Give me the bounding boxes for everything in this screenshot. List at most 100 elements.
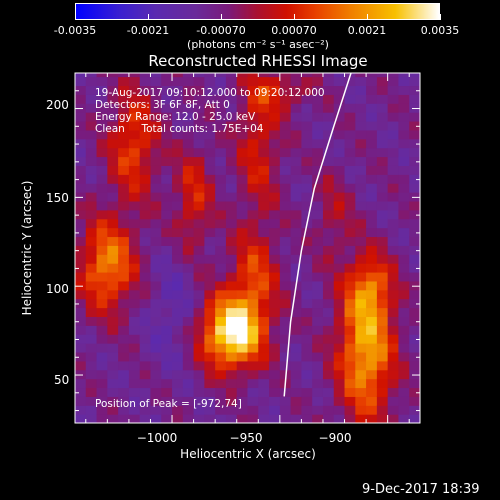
heatmap-cell bbox=[269, 396, 281, 406]
heatmap-cell bbox=[366, 103, 378, 113]
heatmap-cell bbox=[236, 343, 249, 353]
heatmap-cell bbox=[204, 94, 216, 104]
heatmap-cell bbox=[344, 200, 356, 211]
heatmap-cell bbox=[128, 174, 141, 184]
heatmap-cell bbox=[182, 351, 195, 362]
heatmap-cell bbox=[215, 103, 227, 113]
heatmap-cell bbox=[215, 200, 227, 211]
heatmap-cell bbox=[269, 245, 281, 255]
heatmap-cell bbox=[118, 351, 130, 362]
heatmap-cell bbox=[128, 85, 141, 95]
heatmap-cell bbox=[387, 378, 400, 389]
heatmap-cell bbox=[258, 369, 270, 380]
heatmap-cell bbox=[182, 387, 195, 397]
heatmap-cell bbox=[128, 73, 141, 78]
heatmap-cell bbox=[366, 236, 378, 246]
heatmap-cell bbox=[290, 165, 303, 175]
heatmap-cell bbox=[96, 343, 108, 353]
heatmap-cell bbox=[150, 307, 162, 317]
heatmap-cell bbox=[290, 236, 303, 246]
heatmap-cell bbox=[290, 316, 303, 326]
heatmap-cell bbox=[161, 94, 173, 104]
heatmap-cell bbox=[215, 156, 227, 166]
heatmap-cell bbox=[118, 85, 130, 95]
heatmap-cell bbox=[301, 129, 313, 140]
heatmap-cell bbox=[269, 378, 281, 389]
heatmap-cell bbox=[118, 369, 130, 380]
heatmap-cell bbox=[398, 165, 410, 175]
heatmap-cell bbox=[236, 263, 249, 273]
heatmap-cell bbox=[75, 200, 87, 211]
heatmap-cell bbox=[128, 334, 141, 344]
heatmap-cell bbox=[322, 298, 335, 309]
heatmap-cell bbox=[161, 76, 173, 87]
heatmap-cell bbox=[355, 156, 367, 166]
heatmap-cell bbox=[344, 325, 356, 335]
heatmap-cell bbox=[301, 209, 313, 220]
heatmap-cell bbox=[398, 138, 410, 149]
heatmap-cell bbox=[225, 405, 238, 415]
heatmap-cell bbox=[150, 334, 162, 344]
heatmap-cell bbox=[409, 174, 420, 184]
heatmap-cell bbox=[398, 73, 410, 78]
heatmap-cell bbox=[376, 280, 389, 291]
heatmap-cell bbox=[279, 200, 292, 211]
heatmap-cell bbox=[376, 218, 389, 229]
heatmap-cell bbox=[312, 289, 324, 300]
heatmap-cell bbox=[139, 156, 152, 166]
heatmap-cell bbox=[247, 183, 259, 193]
heatmap-cell bbox=[75, 307, 87, 317]
heatmap-cell bbox=[247, 325, 259, 335]
heatmap-cell bbox=[258, 94, 270, 104]
heatmap-cell bbox=[107, 227, 119, 238]
heatmap-cell bbox=[279, 85, 292, 95]
heatmap-cell bbox=[409, 120, 420, 131]
heatmap-cell bbox=[150, 280, 162, 291]
heatmap-cell bbox=[409, 298, 420, 309]
heatmap-cell bbox=[398, 103, 410, 113]
heatmap-cell bbox=[236, 94, 249, 104]
heatmap-cell bbox=[107, 263, 119, 273]
heatmap-cell bbox=[204, 334, 216, 344]
heatmap-cell bbox=[107, 343, 119, 353]
heatmap-cell bbox=[269, 387, 281, 397]
heatmap-cell bbox=[398, 271, 410, 282]
heatmap-cell bbox=[204, 307, 216, 317]
heatmap-cell bbox=[225, 387, 238, 397]
heatmap-cell bbox=[258, 254, 270, 264]
heatmap-cell bbox=[96, 396, 108, 406]
heatmap-cell bbox=[333, 245, 346, 255]
heatmap-cell bbox=[107, 209, 119, 220]
heatmap-cell bbox=[118, 254, 130, 264]
heatmap-cell bbox=[344, 369, 356, 380]
heatmap-cell bbox=[322, 112, 335, 122]
heatmap-cell bbox=[85, 236, 98, 246]
heatmap-cell bbox=[150, 360, 162, 371]
heatmap-cell bbox=[118, 405, 130, 415]
heatmap-cell bbox=[376, 316, 389, 326]
heatmap-cell bbox=[355, 289, 367, 300]
heatmap-cell bbox=[376, 254, 389, 264]
heatmap-cell bbox=[107, 73, 119, 78]
heatmap-cell bbox=[139, 192, 152, 202]
heatmap-cell bbox=[204, 73, 216, 78]
heatmap-cell bbox=[128, 396, 141, 406]
heatmap-cell bbox=[193, 112, 205, 122]
heatmap-cell bbox=[96, 378, 108, 389]
heatmap-cell bbox=[333, 73, 346, 78]
heatmap-cell bbox=[150, 369, 162, 380]
heatmap-cell bbox=[409, 218, 420, 229]
heatmap-cell bbox=[312, 183, 324, 193]
heatmap-cell bbox=[118, 94, 130, 104]
heatmap-cell bbox=[376, 103, 389, 113]
heatmap-cell bbox=[279, 147, 292, 158]
heatmap-cell bbox=[139, 120, 152, 131]
heatmap-cell bbox=[193, 192, 205, 202]
heatmap-cell bbox=[387, 307, 400, 317]
heatmap-cell bbox=[312, 73, 324, 78]
heatmap-cell bbox=[85, 289, 98, 300]
heatmap-cell bbox=[258, 316, 270, 326]
heatmap-cell bbox=[96, 156, 108, 166]
heatmap-cell bbox=[236, 76, 249, 87]
heatmap-cell bbox=[128, 245, 141, 255]
